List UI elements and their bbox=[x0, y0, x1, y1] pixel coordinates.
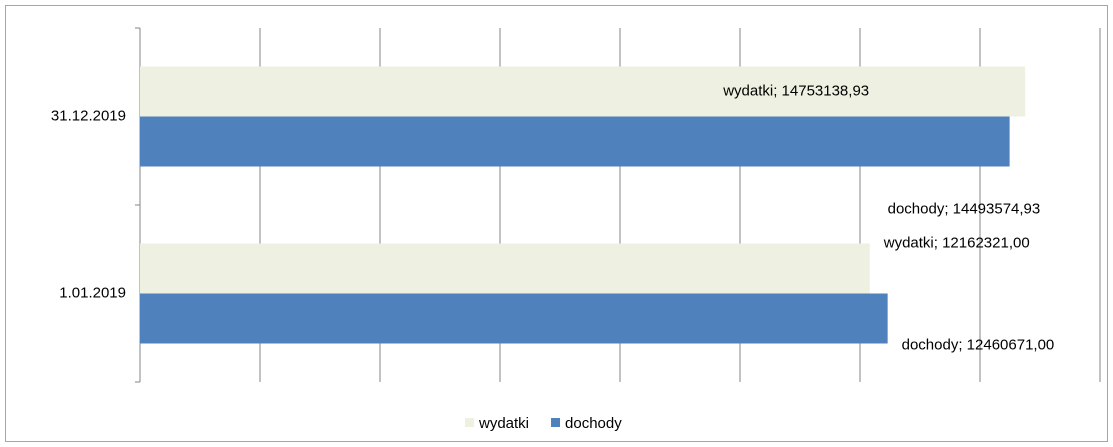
bar bbox=[140, 293, 888, 344]
legend-swatch bbox=[551, 418, 561, 427]
y-tick-label: 1.01.2019 bbox=[59, 284, 126, 301]
bar bbox=[140, 66, 1026, 117]
legend-swatch bbox=[465, 418, 474, 427]
bar bbox=[140, 116, 1010, 167]
data-label: dochody; 12460671,00 bbox=[902, 336, 1055, 353]
bar bbox=[140, 243, 870, 294]
data-label: wydatki; 14753138,93 bbox=[722, 82, 869, 99]
data-label: wydatki; 12162321,00 bbox=[883, 234, 1030, 251]
legend-label: wydatki bbox=[478, 415, 529, 432]
y-tick-label: 31.12.2019 bbox=[51, 107, 126, 124]
legend-label: dochody bbox=[565, 415, 622, 432]
data-label: dochody; 14493574,93 bbox=[888, 200, 1041, 217]
